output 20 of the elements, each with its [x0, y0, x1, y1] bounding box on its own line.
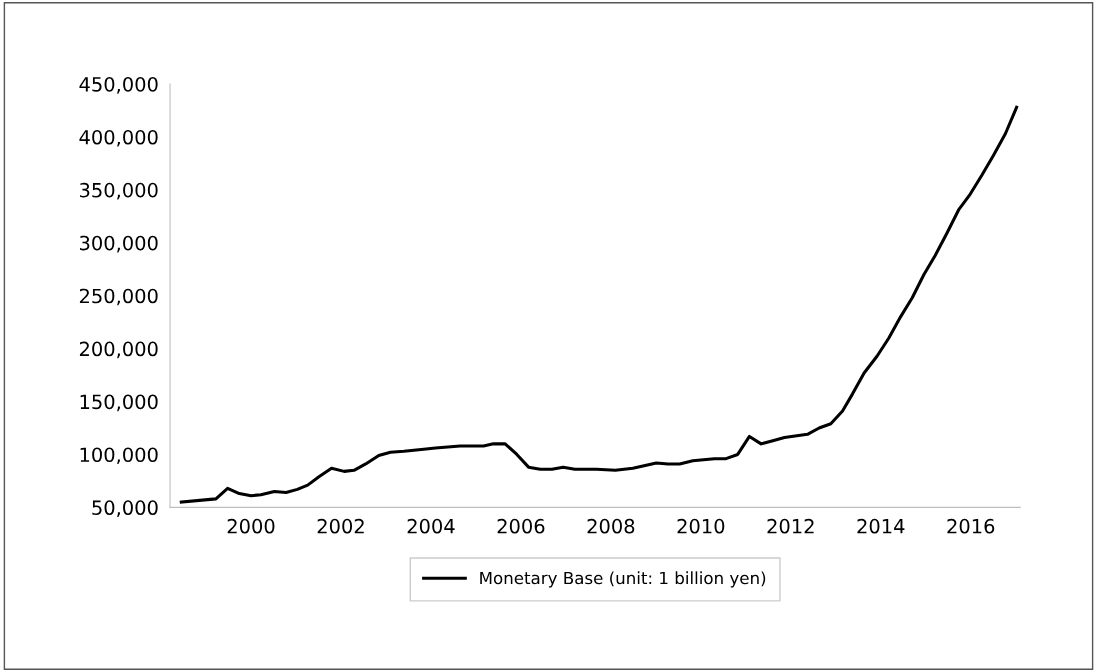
x-tick-label: 2016 — [947, 518, 995, 534]
y-tick-label: 300,000 — [80, 235, 158, 253]
x-tick-label: 2014 — [857, 518, 905, 534]
y-tick-label: 350,000 — [80, 182, 158, 200]
y-tick-label: 250,000 — [79, 288, 158, 306]
x-tick-label: 2000 — [227, 518, 275, 534]
y-tick-label: 400,000 — [79, 129, 158, 147]
legend-label: Monetary Base (unit: 1 billion yen) — [480, 571, 766, 588]
x-tick-label: 2006 — [497, 518, 545, 534]
y-tick-label: 200,000 — [79, 341, 158, 359]
y-tick-label: 50,000 — [92, 500, 158, 518]
line-series — [179, 105, 1019, 504]
y-tick-label: 450,000 — [79, 76, 158, 94]
x-tick-label: 2012 — [767, 518, 814, 534]
x-tick-label: 2004 — [407, 518, 455, 534]
y-tick-label: 100,000 — [80, 447, 158, 465]
x-tick-label: 2002 — [317, 518, 364, 534]
x-tick-label: 2008 — [587, 518, 635, 534]
y-tick-label: 150,000 — [80, 394, 158, 412]
x-tick-label: 2010 — [677, 518, 725, 534]
